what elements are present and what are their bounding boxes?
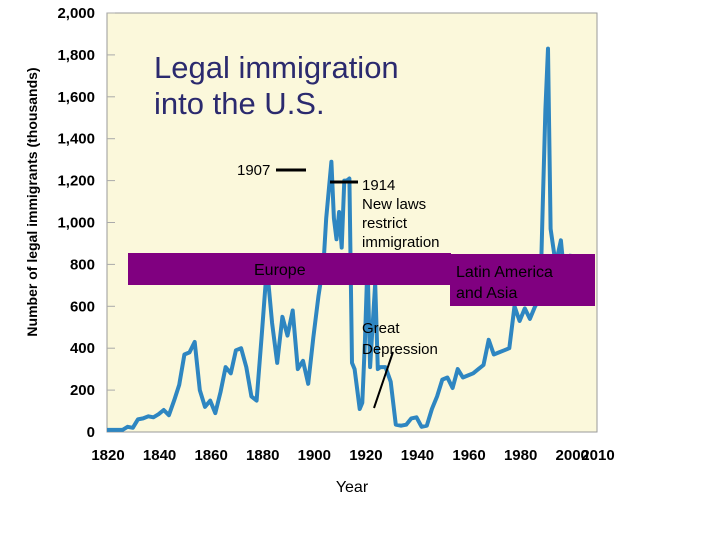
annotation-1914-line-3: restrict [362,215,408,232]
x-tick-label: 1860 [194,447,227,464]
x-tick-label: 1880 [246,447,279,464]
latin-america-band-label-line-1: Latin America [456,264,553,281]
x-axis-label: Year [336,479,369,496]
x-tick-label: 2010 [581,447,614,464]
y-tick-label: 2,000 [57,5,95,22]
y-axis-label: Number of legal immigrants (thousands) [24,67,40,336]
x-tick-label: 1840 [143,447,176,464]
y-tick-label: 0 [87,424,95,441]
annotation-1914-line-4: immigration [362,234,440,251]
chart-title-line-2: into the U.S. [154,86,325,121]
europe-band [128,253,451,285]
y-tick-label: 1,200 [57,173,95,190]
chart-title-line-1: Legal immigration [154,50,399,85]
annotation-1914-line-2: New laws [362,196,426,213]
annotation-depression-pointer [373,351,394,409]
y-tick-label: 1,000 [57,215,95,232]
annotation-depression-line-1: Great [362,320,400,337]
latin-america-asia-band [450,254,595,306]
x-tick-label: 1820 [91,447,124,464]
x-tick-label: 1980 [504,447,537,464]
x-tick-label: 1940 [401,447,434,464]
y-tick-label: 1,400 [57,131,95,148]
x-tick-label: 1900 [298,447,331,464]
y-axis-ticks: 0 200 400 600 800 1,000 1,200 1,400 1,600 1,800 2,… [57,5,115,441]
annotation-depression-line-2: Depression [362,341,438,358]
y-tick-label: 200 [70,382,95,399]
y-tick-label: 600 [70,298,95,315]
latin-america-band-label-line-2: and Asia [456,285,517,302]
y-tick-label: 1,600 [57,89,95,106]
y-tick-label: 400 [70,340,95,357]
x-tick-label: 1920 [349,447,382,464]
europe-band-label: Europe [254,262,306,279]
x-axis-ticks: 1820 1840 1860 1880 1900 1920 1940 1960 1980 2000… [91,447,614,464]
annotation-1914-line-1: 1914 [362,177,395,194]
y-tick-label: 1,800 [57,47,95,64]
x-tick-label: 1960 [452,447,485,464]
y-tick-label: 800 [70,256,95,273]
annotation-1907: 1907 [237,162,270,179]
x-tick-label: 2000 [556,447,589,464]
